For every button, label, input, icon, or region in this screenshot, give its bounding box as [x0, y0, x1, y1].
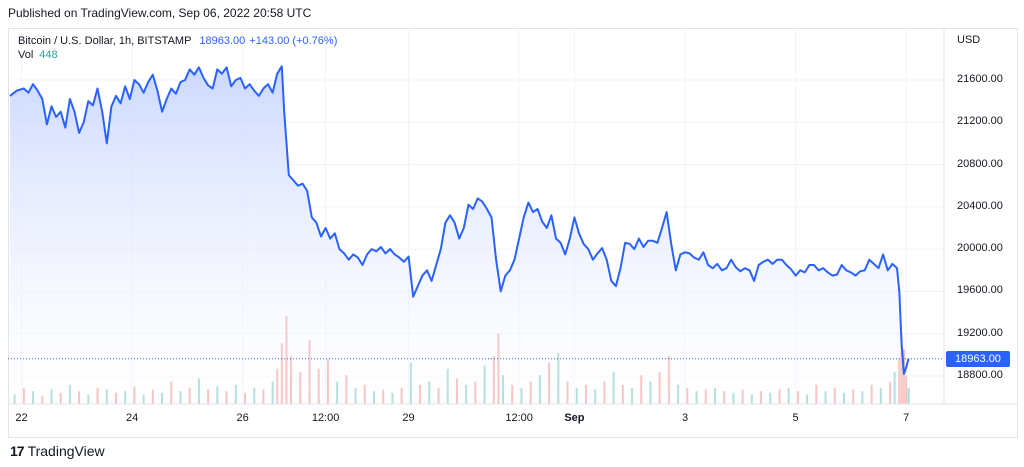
- tradingview-brand[interactable]: 17 TradingView: [10, 443, 105, 459]
- tradingview-logo-icon: 17: [10, 443, 25, 459]
- time-tick-label: 29: [402, 412, 415, 424]
- price-tick-label: 18800.00: [957, 369, 1003, 381]
- change-value: +143.00 (+0.76%): [249, 35, 338, 47]
- volume-legend: Vol 448: [18, 49, 58, 61]
- time-tick-label: 12:00: [311, 412, 340, 424]
- symbol-label: Bitcoin / U.S. Dollar, 1h, BITSTAMP: [18, 35, 192, 47]
- price-tick-label: 19600.00: [957, 284, 1003, 297]
- last-price-tag: 18963.00: [946, 351, 1010, 367]
- price-tick-label: 20400.00: [957, 199, 1003, 212]
- price-tick-label: 21200.00: [957, 115, 1003, 128]
- time-tick-label: 26: [236, 412, 249, 424]
- time-tick-label: 7: [903, 412, 910, 424]
- price-tick-label: 21600.00: [957, 73, 1003, 85]
- last-value: 18963.00: [199, 35, 246, 47]
- currency-label: USD: [957, 34, 981, 46]
- chart-frame[interactable]: [8, 28, 1018, 438]
- time-tick-label: 12:00: [505, 412, 533, 424]
- vol-value: 448: [39, 49, 58, 61]
- time-tick-label: 3: [681, 412, 689, 424]
- time-tick-label: Sep: [564, 412, 585, 424]
- price-area: [10, 66, 909, 405]
- time-tick-label: 22: [15, 412, 28, 424]
- price-tick-label: 20000.00: [957, 242, 1003, 255]
- time-tick-label: 5: [792, 412, 799, 424]
- brand-label: TradingView: [27, 443, 105, 459]
- price-tick-label: 19200.00: [957, 326, 1003, 339]
- chart-legend: Bitcoin / U.S. Dollar, 1h, BITSTAMP 18963…: [18, 33, 337, 49]
- published-text: Published on TradingView.com, Sep 06, 20…: [8, 6, 312, 20]
- price-line: [9, 65, 910, 375]
- time-tick-label: 24: [125, 412, 139, 424]
- vol-label: Vol: [18, 49, 34, 61]
- price-tick-label: 20800.00: [957, 157, 1003, 170]
